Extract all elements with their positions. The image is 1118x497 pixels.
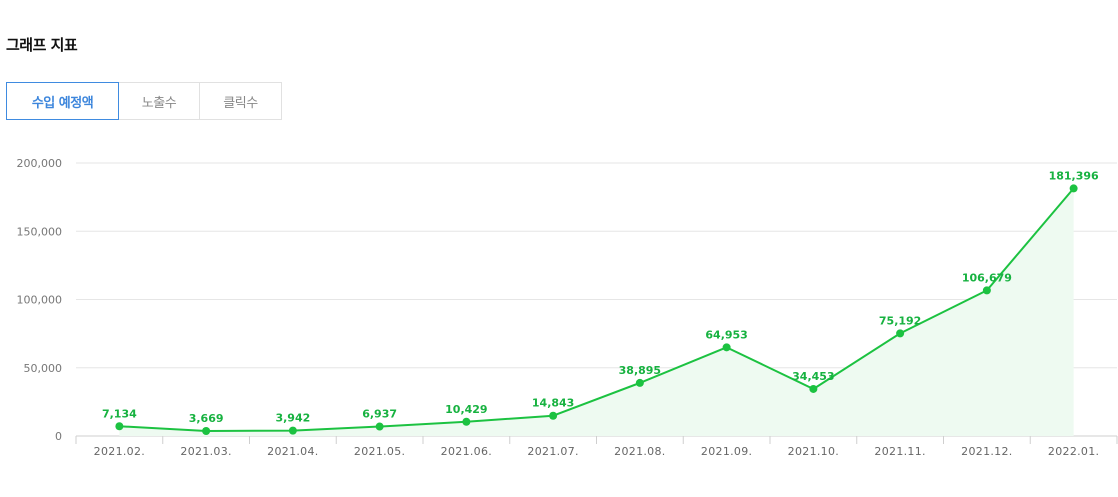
- data-point: [982, 286, 991, 295]
- data-label: 7,134: [102, 407, 137, 420]
- data-point: [288, 426, 297, 435]
- data-point: [549, 411, 558, 420]
- data-label: 3,942: [275, 412, 310, 425]
- tab-expected-revenue[interactable]: 수입 예정액: [6, 82, 119, 120]
- data-label: 64,953: [705, 328, 747, 341]
- data-label: 75,192: [879, 314, 921, 327]
- data-point: [635, 378, 644, 387]
- x-tick-label: 2021.03.: [180, 445, 231, 458]
- data-label: 14,843: [532, 397, 574, 410]
- y-tick-label: 100,000: [17, 294, 63, 307]
- x-tick-label: 2021.09.: [701, 445, 752, 458]
- data-label: 181,396: [1049, 169, 1099, 182]
- section-title: 그래프 지표: [6, 36, 78, 54]
- data-label: 3,669: [189, 412, 224, 425]
- y-tick-label: 50,000: [24, 362, 63, 375]
- data-label: 6,937: [362, 408, 397, 421]
- data-label: 106,679: [962, 271, 1012, 284]
- y-tick-label: 150,000: [17, 225, 63, 238]
- data-point: [722, 343, 731, 352]
- y-tick-label: 200,000: [17, 157, 63, 170]
- x-tick-label: 2021.04.: [267, 445, 318, 458]
- x-tick-label: 2021.07.: [527, 445, 578, 458]
- data-point: [1069, 184, 1078, 193]
- data-point: [462, 417, 471, 426]
- data-label: 34,453: [792, 370, 834, 383]
- metric-tabs: 수입 예정액 노출수 클릭수: [6, 82, 282, 120]
- x-tick-label: 2021.08.: [614, 445, 665, 458]
- x-tick-label: 2021.12.: [961, 445, 1012, 458]
- data-point: [202, 426, 211, 435]
- x-tick-label: 2022.01.: [1048, 445, 1099, 458]
- x-tick-label: 2021.06.: [441, 445, 492, 458]
- x-tick-label: 2021.11.: [874, 445, 925, 458]
- x-tick-label: 2021.10.: [788, 445, 839, 458]
- y-tick-label: 0: [55, 430, 62, 443]
- x-tick-label: 2021.02.: [94, 445, 145, 458]
- tab-clicks[interactable]: 클릭수: [200, 82, 282, 120]
- data-point: [375, 422, 384, 431]
- series-line: [119, 187, 1075, 432]
- tab-impressions[interactable]: 노출수: [119, 82, 200, 120]
- data-label: 38,895: [619, 364, 661, 377]
- x-tick-label: 2021.05.: [354, 445, 405, 458]
- data-point: [115, 422, 124, 431]
- data-point: [896, 329, 905, 338]
- area-fill: [119, 188, 1074, 436]
- data-point: [809, 384, 818, 393]
- data-label: 10,429: [445, 403, 487, 416]
